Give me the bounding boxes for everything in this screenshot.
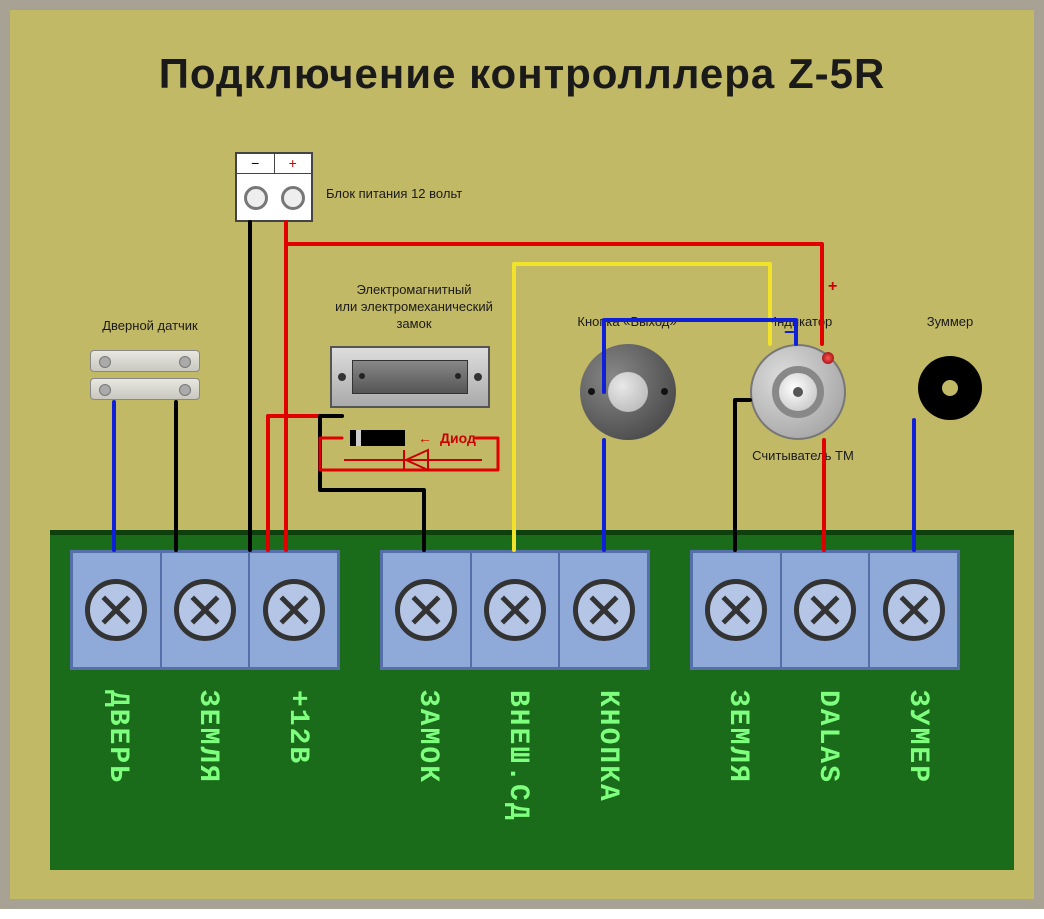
pin-label-3: +12В <box>282 690 313 765</box>
screw-icon <box>794 579 856 641</box>
pin-label-4: ЗАМОК <box>412 690 443 784</box>
terminal-8 <box>782 553 871 667</box>
indicator-plus: + <box>828 278 837 296</box>
diode-text: Диод <box>440 430 476 446</box>
lock-label-1: Электромагнитный <box>356 282 471 297</box>
reader-tm-label: Считыватель ТМ <box>748 448 858 463</box>
diagram-title: Подключение контролллера Z-5R <box>10 50 1034 98</box>
terminal-5 <box>472 553 561 667</box>
psu-terminal-pos <box>281 186 305 210</box>
exit-button-label: Кнопка «Выход» <box>562 314 692 329</box>
exit-button-cap <box>608 372 648 412</box>
screw-icon <box>395 579 457 641</box>
terminal-9 <box>870 553 957 667</box>
psu-minus-label: − <box>237 154 275 173</box>
screw-icon <box>883 579 945 641</box>
psu-plus-label: + <box>275 154 312 173</box>
psu-label: Блок питания 12 вольт <box>326 186 462 201</box>
terminal-block-1 <box>70 550 340 670</box>
pin-label-5: ВНЕШ.СД <box>502 690 533 822</box>
pin-label-7: ЗЕМЛЯ <box>722 690 753 784</box>
door-sensor <box>90 350 200 406</box>
terminal-6 <box>560 553 647 667</box>
tm-reader-ring <box>772 366 824 418</box>
terminal-block-2 <box>380 550 650 670</box>
exit-button <box>580 344 676 440</box>
terminal-2 <box>162 553 251 667</box>
power-supply-block: − + <box>235 152 313 222</box>
door-sensor-bar-1 <box>90 350 200 372</box>
psu-terminal-neg <box>244 186 268 210</box>
terminal-1 <box>73 553 162 667</box>
terminal-block-3 <box>690 550 960 670</box>
pin-label-8: DALAS <box>812 690 843 784</box>
diode-component <box>350 430 405 446</box>
door-sensor-bar-2 <box>90 378 200 400</box>
pin-label-6: КНОПКА <box>592 690 623 803</box>
door-sensor-label: Дверной датчик <box>90 318 210 333</box>
screw-icon <box>85 579 147 641</box>
indicator-minus: − <box>784 322 795 343</box>
screw-icon <box>174 579 236 641</box>
diode-arrow: ← <box>418 430 432 446</box>
pin-label-9: ЗУМЕР <box>902 690 933 784</box>
lock-plate <box>352 360 468 394</box>
terminal-3 <box>250 553 337 667</box>
pin-label-1: ДВЕРЬ <box>102 690 133 784</box>
screw-icon <box>263 579 325 641</box>
lock-label-3: замок <box>396 316 431 331</box>
electromagnetic-lock <box>330 346 490 408</box>
lock-label-2: или электромеханический <box>335 299 493 314</box>
indicator-label: Индикатор <box>750 314 850 329</box>
screw-icon <box>573 579 635 641</box>
tm-reader-led <box>822 352 834 364</box>
screw-icon <box>484 579 546 641</box>
terminal-4 <box>383 553 472 667</box>
diagram-canvas: Подключение контролллера Z-5R − + Блок п… <box>0 0 1044 909</box>
buzzer-label: Зуммер <box>910 314 990 329</box>
lock-label: Электромагнитный или электромеханический… <box>324 282 504 333</box>
buzzer <box>918 356 982 420</box>
screw-icon <box>705 579 767 641</box>
pin-label-2: ЗЕМЛЯ <box>192 690 223 784</box>
tm-reader <box>750 344 846 440</box>
terminal-7 <box>693 553 782 667</box>
